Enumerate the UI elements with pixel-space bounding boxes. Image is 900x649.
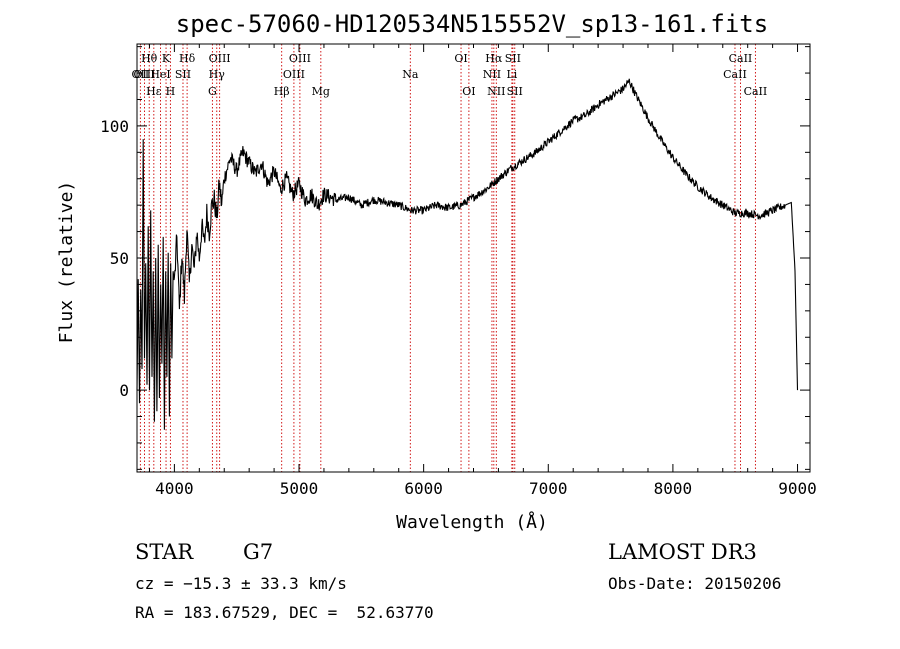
obs-date-text: Obs-Date: 20150206 <box>608 574 782 593</box>
x-tick-label-9000: 9000 <box>778 479 817 498</box>
line-label-9: G <box>208 85 217 98</box>
coordinates-text: RA = 183.67529, DEC = 52.63770 <box>135 603 434 622</box>
line-label-24: SII <box>507 85 523 98</box>
line-label-19: NII <box>483 68 501 81</box>
line-label-23: SII <box>505 52 521 65</box>
line-label-3: Hε <box>146 85 162 98</box>
x-axis-label: Wavelength (Å) <box>396 511 548 533</box>
line-labels-group: OII Hθ OIII Hε HeI K H SII Hδ G Hγ OIII Hβ OIII OIII Mg… <box>132 52 768 98</box>
plot-frame <box>136 43 811 473</box>
line-label-0: OII <box>132 68 150 81</box>
object-subclass: G7 <box>243 540 274 564</box>
x-tick-label-7000: 7000 <box>529 479 568 498</box>
line-label-11: OIII <box>209 52 231 65</box>
line-label-14: OIII <box>289 52 311 65</box>
line-label-4: HeI <box>150 68 170 81</box>
line-label-25: CaII <box>723 68 747 81</box>
line-label-15: Mg <box>312 85 330 98</box>
line-label-13: OIII <box>283 68 305 81</box>
line-markers-group <box>139 44 756 472</box>
x-tick-label-8000: 8000 <box>654 479 693 498</box>
line-label-8: Hδ <box>179 52 196 65</box>
redshift-text: cz = −15.3 ± 33.3 km/s <box>135 574 347 593</box>
line-label-21: NII <box>487 85 505 98</box>
survey-name: LAMOST DR3 <box>608 540 757 564</box>
line-label-22: Li <box>506 68 517 81</box>
x-axis: 4000 5000 6000 7000 8000 9000 <box>148 44 817 498</box>
line-label-1: Hθ <box>141 52 158 65</box>
chart-title: spec-57060-HD120534N515552V_sp13-161.fit… <box>176 10 768 38</box>
y-tick-label-50: 50 <box>110 249 129 268</box>
line-label-7: SII <box>175 68 191 81</box>
line-label-20: Hα <box>485 52 503 65</box>
line-label-18: OI <box>462 85 475 98</box>
line-label-27: CaII <box>744 85 768 98</box>
line-label-5: K <box>162 52 171 65</box>
line-label-6: H <box>166 85 176 98</box>
y-tick-label-0: 0 <box>119 381 129 400</box>
y-axis-label: Flux (relative) <box>56 181 77 344</box>
line-label-10: Hγ <box>209 68 226 81</box>
x-tick-label-4000: 4000 <box>155 479 194 498</box>
line-label-2: OIII <box>133 68 155 81</box>
x-tick-label-5000: 5000 <box>280 479 319 498</box>
line-label-17: OI <box>454 52 467 65</box>
y-tick-label-100: 100 <box>100 117 129 136</box>
x-tick-label-6000: 6000 <box>404 479 443 498</box>
y-axis: 0 50 100 <box>100 46 810 470</box>
object-class: STAR <box>135 540 194 564</box>
line-label-26: CaII <box>729 52 753 65</box>
line-label-16: Na <box>402 68 419 81</box>
line-label-12: Hβ <box>274 85 290 98</box>
spectrum-series-line <box>136 78 799 430</box>
